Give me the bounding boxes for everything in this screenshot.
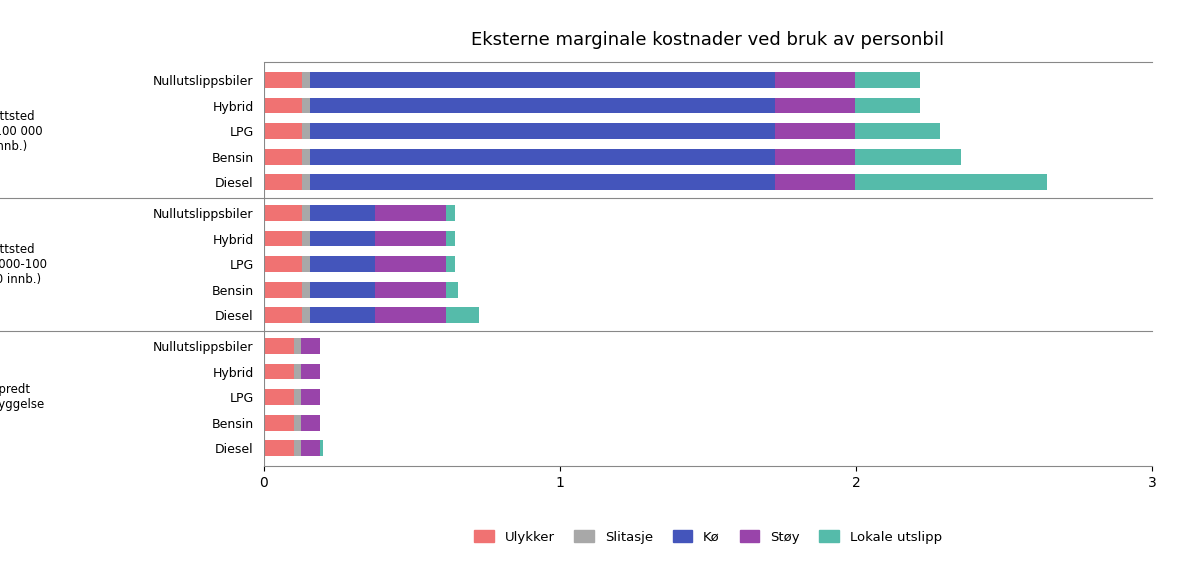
Bar <box>264 98 302 114</box>
Bar <box>302 205 310 221</box>
Bar <box>310 174 775 190</box>
Bar <box>264 205 302 221</box>
Bar <box>775 98 854 114</box>
Bar <box>264 307 302 323</box>
Bar <box>854 98 919 114</box>
Bar <box>302 230 310 247</box>
Bar <box>374 282 446 298</box>
Bar <box>310 282 374 298</box>
Bar <box>302 98 310 114</box>
Bar <box>446 256 455 272</box>
Bar <box>374 205 446 221</box>
Bar <box>854 123 941 139</box>
Title: Eksterne marginale kostnader ved bruk av personbil: Eksterne marginale kostnader ved bruk av… <box>472 31 944 49</box>
Bar <box>374 230 446 247</box>
Bar <box>775 174 854 190</box>
Bar <box>301 415 320 430</box>
Bar <box>374 307 446 323</box>
Bar <box>302 72 310 88</box>
Bar <box>302 282 310 298</box>
Bar <box>446 282 458 298</box>
Bar <box>854 149 961 165</box>
Legend: Ulykker, Slitasje, Kø, Støy, Lokale utslipp: Ulykker, Slitasje, Kø, Støy, Lokale utsl… <box>469 525 947 549</box>
Bar <box>775 149 854 165</box>
Bar <box>302 307 310 323</box>
Bar <box>264 415 294 430</box>
Bar <box>302 174 310 190</box>
Bar <box>301 441 320 456</box>
Bar <box>302 123 310 139</box>
Bar <box>302 149 310 165</box>
Bar <box>264 72 302 88</box>
Bar <box>446 230 455 247</box>
Bar <box>775 123 854 139</box>
Bar <box>264 123 302 139</box>
Bar <box>310 98 775 114</box>
Bar <box>320 441 323 456</box>
Bar <box>310 307 374 323</box>
Bar <box>264 338 294 354</box>
Bar <box>310 123 775 139</box>
Bar <box>264 230 302 247</box>
Text: Tettsted
(>100 000
innb.): Tettsted (>100 000 innb.) <box>0 110 42 153</box>
Bar <box>301 389 320 405</box>
Text: Spredt
bebyggelse: Spredt bebyggelse <box>0 383 46 411</box>
Bar <box>264 282 302 298</box>
Bar <box>310 256 374 272</box>
Bar <box>310 205 374 221</box>
Bar <box>294 338 301 354</box>
Bar <box>310 149 775 165</box>
Bar <box>264 389 294 405</box>
Bar <box>854 174 1046 190</box>
Bar <box>294 364 301 379</box>
Bar <box>294 389 301 405</box>
Bar <box>294 441 301 456</box>
Bar <box>301 338 320 354</box>
Bar <box>446 205 455 221</box>
Bar <box>302 256 310 272</box>
Text: Tettsted
(15 000-100
000 innb.): Tettsted (15 000-100 000 innb.) <box>0 243 47 285</box>
Bar <box>264 149 302 165</box>
Bar <box>446 307 479 323</box>
Bar <box>264 441 294 456</box>
Bar <box>310 72 775 88</box>
Bar <box>854 72 919 88</box>
Bar <box>374 256 446 272</box>
Bar <box>294 415 301 430</box>
Bar <box>301 364 320 379</box>
Bar <box>264 256 302 272</box>
Bar <box>264 364 294 379</box>
Bar <box>775 72 854 88</box>
Bar <box>310 230 374 247</box>
Bar <box>264 174 302 190</box>
